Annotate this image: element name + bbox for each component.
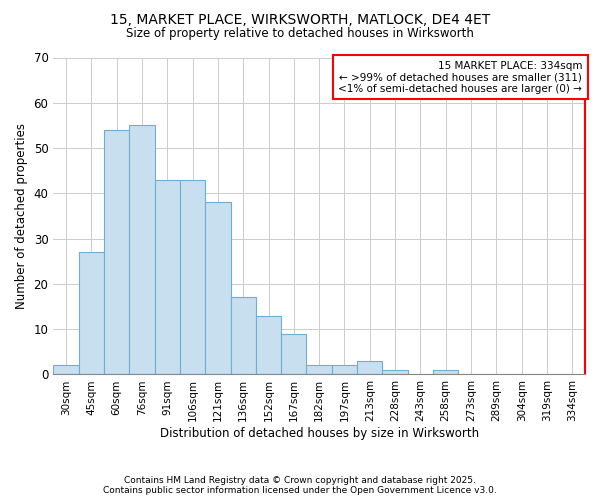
Text: 15, MARKET PLACE, WIRKSWORTH, MATLOCK, DE4 4ET: 15, MARKET PLACE, WIRKSWORTH, MATLOCK, D… xyxy=(110,12,490,26)
Text: Contains HM Land Registry data © Crown copyright and database right 2025.: Contains HM Land Registry data © Crown c… xyxy=(124,476,476,485)
X-axis label: Distribution of detached houses by size in Wirksworth: Distribution of detached houses by size … xyxy=(160,427,479,440)
Text: Contains public sector information licensed under the Open Government Licence v3: Contains public sector information licen… xyxy=(103,486,497,495)
Bar xyxy=(230,298,256,374)
Text: Size of property relative to detached houses in Wirksworth: Size of property relative to detached ho… xyxy=(126,28,474,40)
Y-axis label: Number of detached properties: Number of detached properties xyxy=(15,123,28,309)
Text: 15 MARKET PLACE: 334sqm
← >99% of detached houses are smaller (311)
<1% of semi-: 15 MARKET PLACE: 334sqm ← >99% of detach… xyxy=(338,60,583,94)
Bar xyxy=(332,366,357,374)
Bar xyxy=(433,370,458,374)
Bar xyxy=(104,130,129,374)
Bar xyxy=(155,180,180,374)
Bar xyxy=(205,202,230,374)
Bar xyxy=(357,361,382,374)
Bar xyxy=(79,252,104,374)
Bar xyxy=(281,334,307,374)
Bar xyxy=(129,126,155,374)
Bar xyxy=(180,180,205,374)
Bar xyxy=(307,366,332,374)
Bar xyxy=(382,370,408,374)
Bar xyxy=(53,366,79,374)
Bar xyxy=(256,316,281,374)
